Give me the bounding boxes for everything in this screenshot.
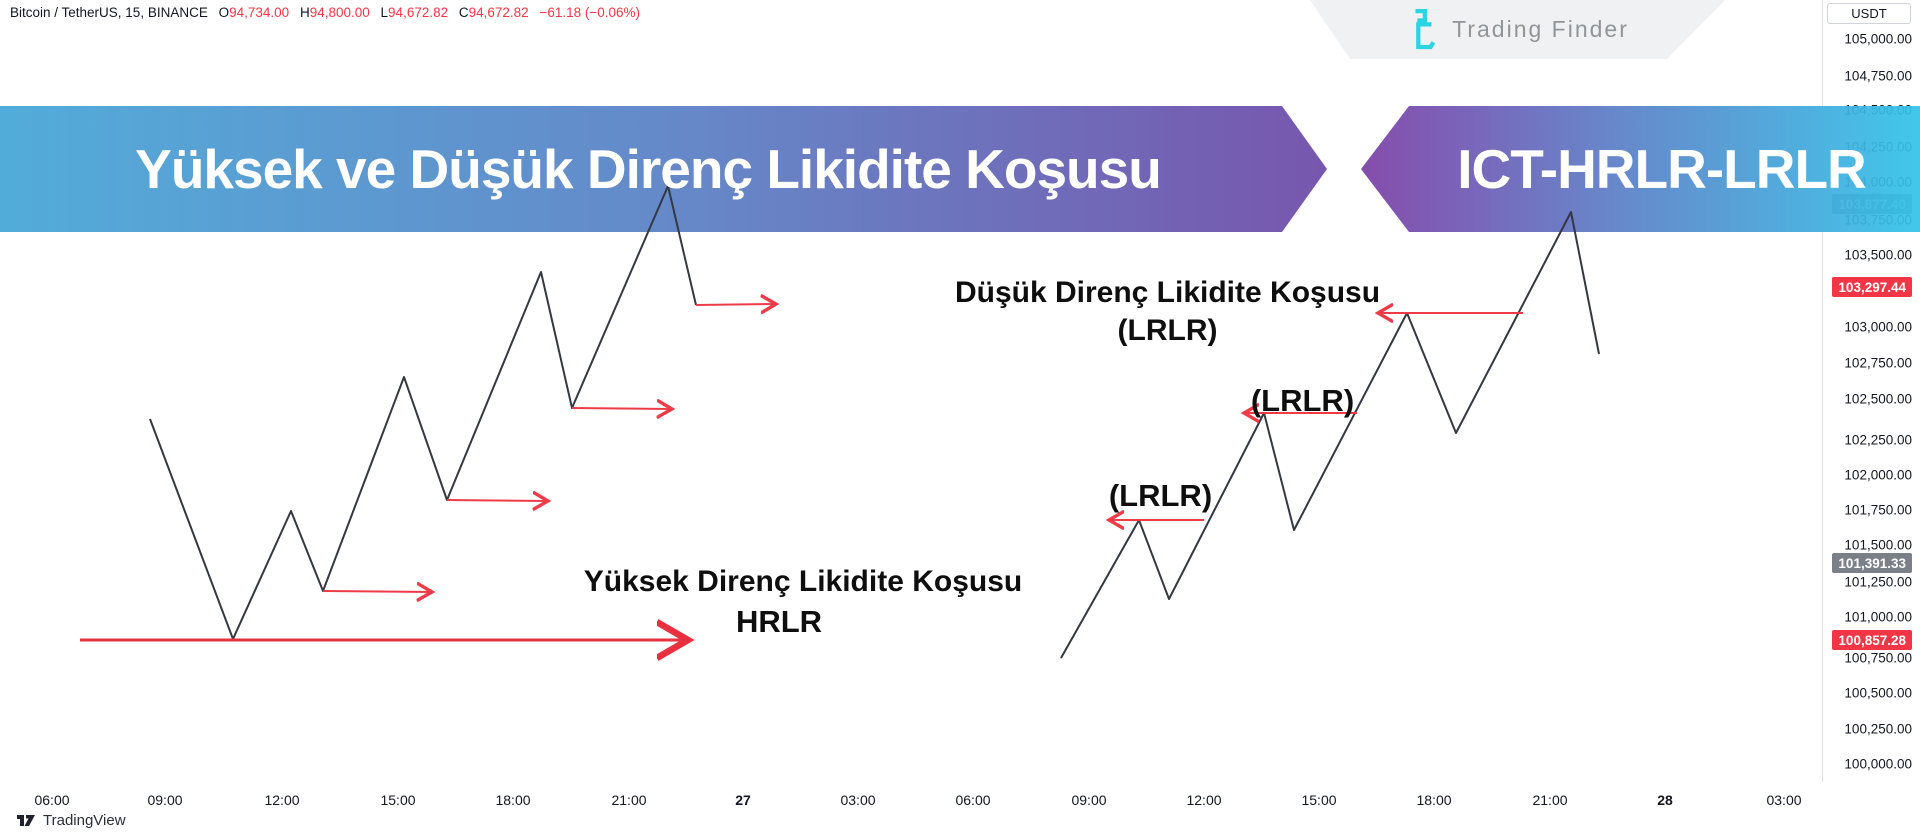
time-tick-label: 09:00 xyxy=(1071,792,1107,808)
hrlr-heading-line1: Yüksek Direnç Likidite Koşusu xyxy=(583,565,1023,598)
trading-finder-logo-icon xyxy=(1406,9,1440,51)
price-badge-red: 103,297.44 xyxy=(1832,277,1912,297)
lrlr-heading-line2: (LRLR) xyxy=(1117,314,1218,347)
price-change: −61.18 (−0.06%) xyxy=(539,5,641,20)
liquidity-level-arrow-right xyxy=(322,591,432,592)
time-tick-label: 06:00 xyxy=(34,792,70,808)
time-tick-label: 18:00 xyxy=(1416,792,1452,808)
symbol-header[interactable]: Bitcoin / TetherUS, 15, BINANCE O94,734.… xyxy=(10,5,640,20)
price-tick-label: 100,250.00 xyxy=(1844,721,1912,737)
price-tick-label: 101,000.00 xyxy=(1844,609,1912,625)
title-ribbon-left xyxy=(0,106,1327,232)
hrlr-heading-line2: HRLR xyxy=(735,604,823,639)
price-tick-label: 101,250.00 xyxy=(1844,574,1912,590)
price-tick-label: 105,000.00 xyxy=(1844,31,1912,47)
zigzag-left-hrlr xyxy=(149,185,697,640)
ohlc-close: C94,672.82 xyxy=(458,5,529,20)
tradingview-logo-icon xyxy=(17,815,35,826)
price-tick-label: 100,750.00 xyxy=(1844,650,1912,666)
trading-finder-banner: Trading Finder xyxy=(1310,0,1725,59)
price-tick-label: 104,750.00 xyxy=(1844,68,1912,84)
price-badge-gray: 101,391.33 xyxy=(1832,553,1912,573)
time-axis[interactable]: 06:00 09:00 12:00 15:00 18:00 21:00 27 03:00 06:… xyxy=(0,782,1920,812)
price-tick-label: 102,750.00 xyxy=(1844,355,1912,371)
time-tick-label: 12:00 xyxy=(264,792,300,808)
tradingview-logo-text: TradingView xyxy=(43,812,126,829)
lrlr-label-1: (LRLR) xyxy=(1108,478,1213,513)
time-tick-label: 28 xyxy=(1657,792,1673,808)
zigzag-right-lrlr xyxy=(1060,211,1600,659)
liquidity-level-arrow-right xyxy=(695,304,776,305)
time-tick-label: 15:00 xyxy=(380,792,416,808)
price-tick-label: 102,000.00 xyxy=(1844,467,1912,483)
time-tick-label: 12:00 xyxy=(1186,792,1222,808)
lrlr-heading-line1: Düşük Direnç Likidite Koşusu xyxy=(954,276,1381,309)
liquidity-level-arrow-right xyxy=(571,408,672,409)
time-tick-label: 27 xyxy=(735,792,751,808)
liquidity-level-arrow-right xyxy=(446,500,548,501)
symbol-title[interactable]: Bitcoin / TetherUS, 15, BINANCE xyxy=(10,5,208,20)
price-tick-label: 100,500.00 xyxy=(1844,685,1912,701)
price-tick-label: 102,500.00 xyxy=(1844,391,1912,407)
time-tick-label: 21:00 xyxy=(611,792,647,808)
price-tick-label: 103,000.00 xyxy=(1844,319,1912,335)
price-badge-red: 100,857.28 xyxy=(1832,630,1912,650)
ohlc-high: H94,800.00 xyxy=(299,5,370,20)
price-tick-label: 101,500.00 xyxy=(1844,537,1912,553)
time-tick-label: 18:00 xyxy=(495,792,531,808)
price-tick-label: 103,500.00 xyxy=(1844,247,1912,263)
time-tick-label: 06:00 xyxy=(955,792,991,808)
currency-toggle-button[interactable]: USDT xyxy=(1827,3,1911,24)
price-tick-label: 101,750.00 xyxy=(1844,502,1912,518)
tradingview-logo[interactable]: TradingView xyxy=(16,812,126,829)
time-tick-label: 09:00 xyxy=(147,792,183,808)
price-axis-border xyxy=(1822,0,1823,782)
trading-finder-name: Trading Finder xyxy=(1452,16,1629,42)
title-ribbon-right xyxy=(1361,106,1920,232)
time-tick-label: 03:00 xyxy=(840,792,876,808)
ohlc-open: O94,734.00 xyxy=(218,5,290,20)
ribbon-title-left: Yüksek ve Düşük Direnç Likidite Koşusu xyxy=(135,138,1162,200)
time-tick-label: 21:00 xyxy=(1532,792,1568,808)
lrlr-label-2: (LRLR) xyxy=(1250,383,1355,418)
ohlc-low: L94,672.82 xyxy=(380,5,449,20)
ribbon-title-right: ICT-HRLR-LRLR xyxy=(1457,138,1867,200)
time-tick-label: 03:00 xyxy=(1766,792,1802,808)
price-tick-label: 102,250.00 xyxy=(1844,432,1912,448)
time-tick-label: 15:00 xyxy=(1301,792,1337,808)
price-tick-label: 100,000.00 xyxy=(1844,756,1912,772)
